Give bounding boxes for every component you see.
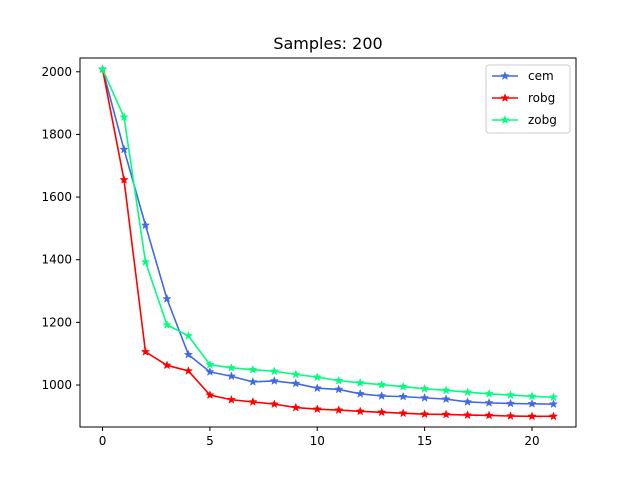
x-tick-label: 5: [206, 434, 214, 448]
legend-label-robg: robg: [528, 91, 555, 105]
x-tick-label: 15: [417, 434, 432, 448]
data-point-zobg: [334, 375, 344, 385]
data-point-cem: [548, 399, 559, 409]
data-point-zobg: [462, 387, 473, 397]
data-point-zobg: [97, 64, 108, 74]
data-point-cem: [269, 376, 279, 385]
data-point-zobg: [527, 391, 537, 401]
data-point-cem: [377, 391, 387, 400]
data-point-robg: [548, 411, 559, 421]
y-tick-label: 1200: [41, 315, 72, 329]
legend-box: [485, 64, 571, 134]
y-tick-label: 1000: [41, 378, 72, 392]
data-point-cem: [355, 388, 365, 398]
data-point-robg: [119, 174, 129, 184]
data-point-zobg: [548, 392, 559, 402]
series-line-zobg: [101, 68, 554, 399]
data-point-zobg: [205, 359, 215, 369]
data-point-zobg: [119, 112, 129, 122]
data-point-cem: [484, 397, 494, 407]
data-point-robg: [377, 407, 387, 417]
data-point-robg: [312, 404, 322, 414]
data-point-robg: [398, 408, 408, 418]
data-point-cem: [441, 394, 451, 404]
data-point-cem: [527, 398, 537, 408]
legend-label-cem: cem: [528, 69, 554, 83]
legend-label-zobg: zobg: [528, 113, 557, 127]
data-point-robg: [183, 366, 194, 375]
data-point-zobg: [312, 372, 322, 382]
data-point-robg: [355, 406, 365, 416]
data-point-robg: [248, 397, 258, 406]
data-point-robg: [527, 411, 537, 421]
legend-marker-cem: [500, 71, 510, 80]
data-point-robg: [484, 410, 494, 420]
data-point-zobg: [183, 330, 194, 340]
chart-title: Samples: 200: [273, 34, 382, 53]
data-point-cem: [462, 397, 473, 406]
legend: cem robg zobg: [485, 64, 571, 134]
data-point-cem: [312, 383, 322, 393]
data-point-cem: [334, 384, 344, 394]
y-tick-label: 1400: [41, 253, 72, 267]
data-point-cem: [205, 366, 215, 376]
data-point-cem: [226, 371, 237, 381]
data-point-robg: [462, 410, 473, 420]
data-point-zobg: [419, 383, 430, 393]
data-point-cem: [183, 349, 194, 359]
legend-marker-robg: [500, 93, 510, 102]
data-point-robg: [140, 346, 151, 356]
data-point-zobg: [484, 388, 494, 398]
data-point-zobg: [162, 319, 172, 329]
data-point-robg: [205, 390, 215, 400]
data-point-zobg: [248, 364, 258, 374]
x-tick-label: 20: [524, 434, 539, 448]
data-point-zobg: [355, 377, 365, 387]
data-point-robg: [162, 360, 172, 370]
y-tick-label: 1800: [41, 127, 72, 141]
data-point-zobg: [140, 257, 151, 266]
data-point-robg: [419, 409, 430, 419]
data-point-robg: [291, 402, 301, 412]
data-point-zobg: [398, 381, 408, 391]
data-point-robg: [269, 399, 279, 409]
data-point-zobg: [377, 379, 387, 389]
x-tick-label: 10: [310, 434, 325, 448]
data-point-cem: [162, 293, 172, 303]
series-line-robg: [101, 69, 554, 418]
data-point-zobg: [441, 385, 451, 395]
data-point-zobg: [505, 390, 516, 400]
data-point-robg: [334, 405, 344, 415]
data-point-cem: [505, 398, 516, 408]
data-point-cem: [398, 391, 408, 401]
data-point-robg: [505, 411, 516, 421]
y-tick-label: 2000: [41, 65, 72, 79]
data-point-robg: [441, 409, 451, 419]
series-layer: [97, 64, 559, 421]
legend-marker-zobg: [500, 115, 510, 124]
data-point-zobg: [226, 362, 237, 372]
data-point-cem: [140, 220, 151, 230]
data-point-cem: [119, 144, 129, 154]
axes-layer: 0 5 10 15 20 1000 1200 1400 1600 1800 2000: [41, 65, 539, 448]
x-tick-label: 0: [99, 434, 107, 448]
data-point-cem: [248, 376, 258, 386]
data-point-zobg: [269, 366, 279, 376]
data-point-cem: [419, 392, 430, 402]
data-point-zobg: [291, 369, 301, 379]
data-point-cem: [291, 378, 301, 388]
plot-area-frame: [79, 57, 577, 428]
data-point-robg: [226, 394, 237, 404]
y-tick-label: 1600: [41, 190, 72, 204]
series-line-cem: [101, 69, 554, 405]
